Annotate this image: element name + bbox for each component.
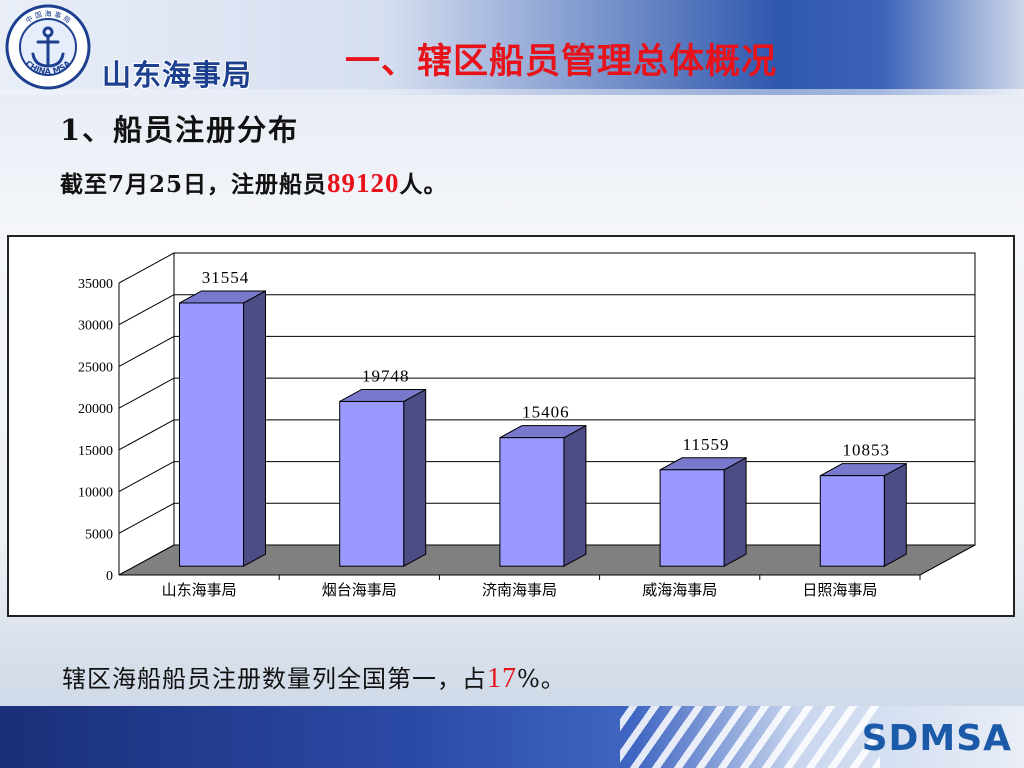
data-label: 15406 xyxy=(522,403,570,422)
bottom-band xyxy=(0,706,1024,768)
data-label: 31554 xyxy=(202,268,250,287)
x-tick-label: 济南海事局 xyxy=(482,581,557,599)
x-tick-label: 威海海事局 xyxy=(642,581,717,599)
gridline-side xyxy=(118,502,175,534)
y-tick-label: 35000 xyxy=(78,277,113,292)
x-tick-label: 日照海事局 xyxy=(802,581,877,599)
x-tick-label: 烟台海事局 xyxy=(322,581,397,599)
bar-side xyxy=(403,388,427,568)
header-band xyxy=(0,0,1024,95)
data-label: 19748 xyxy=(362,366,410,385)
footer-suffix: %。 xyxy=(517,665,566,693)
x-tick-label: 山东海事局 xyxy=(162,581,237,599)
summary-line: 截至7月25日，注册船员89120人。 xyxy=(60,165,448,199)
y-tick-label: 30000 xyxy=(78,319,113,334)
bar-side xyxy=(883,462,907,568)
gridline-side xyxy=(118,461,175,493)
y-tick-label: 0 xyxy=(106,569,113,584)
decorative-stripes xyxy=(620,706,880,768)
y-tick-label: 5000 xyxy=(85,527,113,542)
y-tick-label: 15000 xyxy=(78,444,113,459)
bar-side xyxy=(243,290,266,568)
bar xyxy=(819,475,885,567)
footer-value: 17 xyxy=(487,663,517,694)
bar-side xyxy=(563,424,587,568)
china-msa-logo: 中 国 海 事 局 CHINA MSA xyxy=(5,4,91,90)
logo-text: 山东海事局 xyxy=(102,58,253,92)
gridline-side xyxy=(118,335,175,367)
bar-chart: 0 5000 10000 15000 20000 25000 30000 35000 31554… xyxy=(78,252,976,599)
chart-panel: 0 5000 10000 15000 20000 25000 30000 35000 31554… xyxy=(7,235,1015,617)
gridline-side xyxy=(118,252,175,284)
gridline-side xyxy=(118,419,175,451)
footer-prefix: 辖区海船船员注册数量列全国第一，占 xyxy=(62,665,487,693)
y-tick-label: 25000 xyxy=(78,360,113,375)
anchor-icon xyxy=(31,26,65,68)
y-tick-label: 20000 xyxy=(78,402,113,417)
brand-logo: SDMSA xyxy=(861,718,1012,759)
slide-title: 一、辖区船员管理总体概况 xyxy=(345,41,778,82)
summary-suffix: 人。 xyxy=(399,171,448,198)
summary-prefix: 截至7月25日，注册船员 xyxy=(60,171,328,198)
gridline-side xyxy=(118,294,175,326)
bar xyxy=(179,302,244,567)
bar xyxy=(499,437,565,567)
data-label: 11559 xyxy=(683,435,730,454)
bar xyxy=(339,400,405,567)
bar xyxy=(659,469,725,567)
y-tick-label: 10000 xyxy=(78,486,113,501)
summary-value: 89120 xyxy=(327,168,400,198)
gridline-side xyxy=(118,377,175,409)
bar-side xyxy=(723,456,747,568)
data-label: 10853 xyxy=(843,441,891,460)
footer-line: 辖区海船船员注册数量列全国第一，占17%。 xyxy=(62,659,566,695)
section-heading: 1、船员注册分布 xyxy=(60,113,300,147)
